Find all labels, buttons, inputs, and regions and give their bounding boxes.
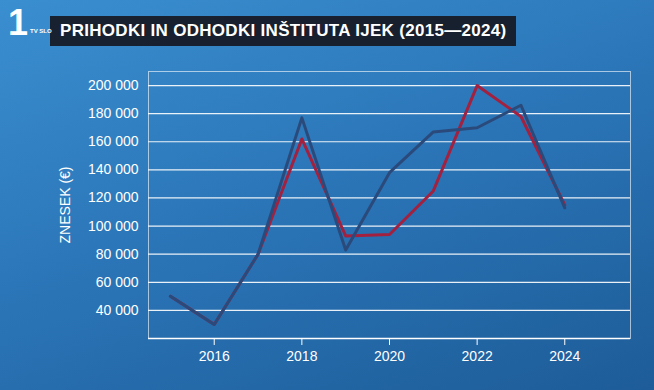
svg-text:40 000: 40 000 [96, 302, 139, 318]
svg-text:2022: 2022 [462, 348, 493, 364]
svg-text:160 000: 160 000 [88, 133, 139, 149]
html-text:1: 1 [8, 2, 28, 43]
svg-text:100 000: 100 000 [88, 218, 139, 234]
svg-text:ZNESEK (€): ZNESEK (€) [57, 166, 73, 243]
svg-text:2016: 2016 [199, 348, 230, 364]
svg-text:60 000: 60 000 [96, 274, 139, 290]
svg-text:80 000: 80 000 [96, 246, 139, 262]
svg-text:120 000: 120 000 [88, 189, 139, 205]
svg-text:2020: 2020 [374, 348, 405, 364]
svg-text:2024: 2024 [549, 348, 580, 364]
svg-text:2018: 2018 [286, 348, 317, 364]
svg-text:200 000: 200 000 [88, 77, 139, 93]
svg-text:140 000: 140 000 [88, 161, 139, 177]
svg-text:180 000: 180 000 [88, 105, 139, 121]
html-text:PRIHODKI IN ODHODKI INŠTITUTA: PRIHODKI IN ODHODKI INŠTITUTA IJEK (2015… [60, 21, 507, 40]
html-text:TV SLO: TV SLO [30, 28, 52, 34]
